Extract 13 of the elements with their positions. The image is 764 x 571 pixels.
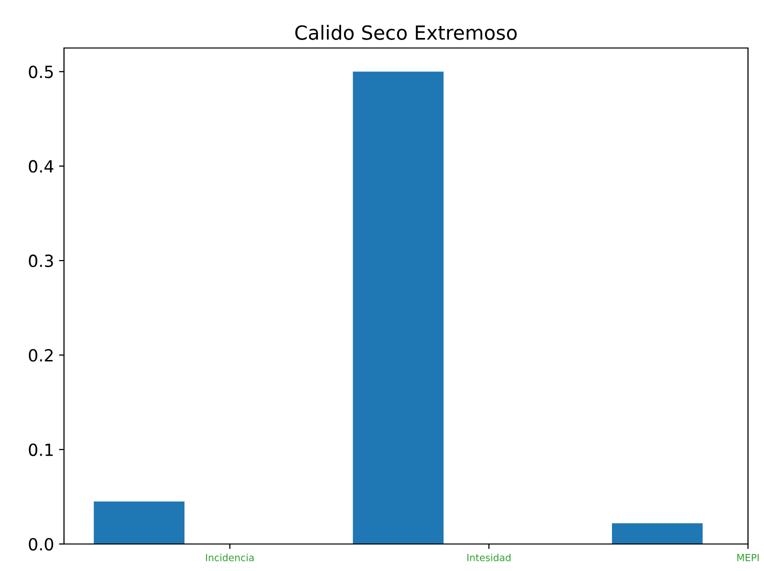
x-tick-label: Incidencia <box>206 554 254 562</box>
y-tick-label: 0.4 <box>28 160 54 173</box>
y-tick-label: 0.1 <box>28 443 53 456</box>
x-tick-label: MEPI <box>737 554 759 562</box>
y-tick-label: 0.3 <box>28 254 53 268</box>
y-tick-label: 0.2 <box>28 349 53 362</box>
bar <box>352 72 444 544</box>
y-tick-label: 0.5 <box>28 66 53 78</box>
bar <box>94 501 184 544</box>
bar <box>612 523 703 544</box>
chart-title: Calido Seco Extremoso <box>295 24 517 40</box>
y-tick-label: 0.0 <box>28 538 54 551</box>
x-tick-label: Intesidad <box>467 554 510 562</box>
